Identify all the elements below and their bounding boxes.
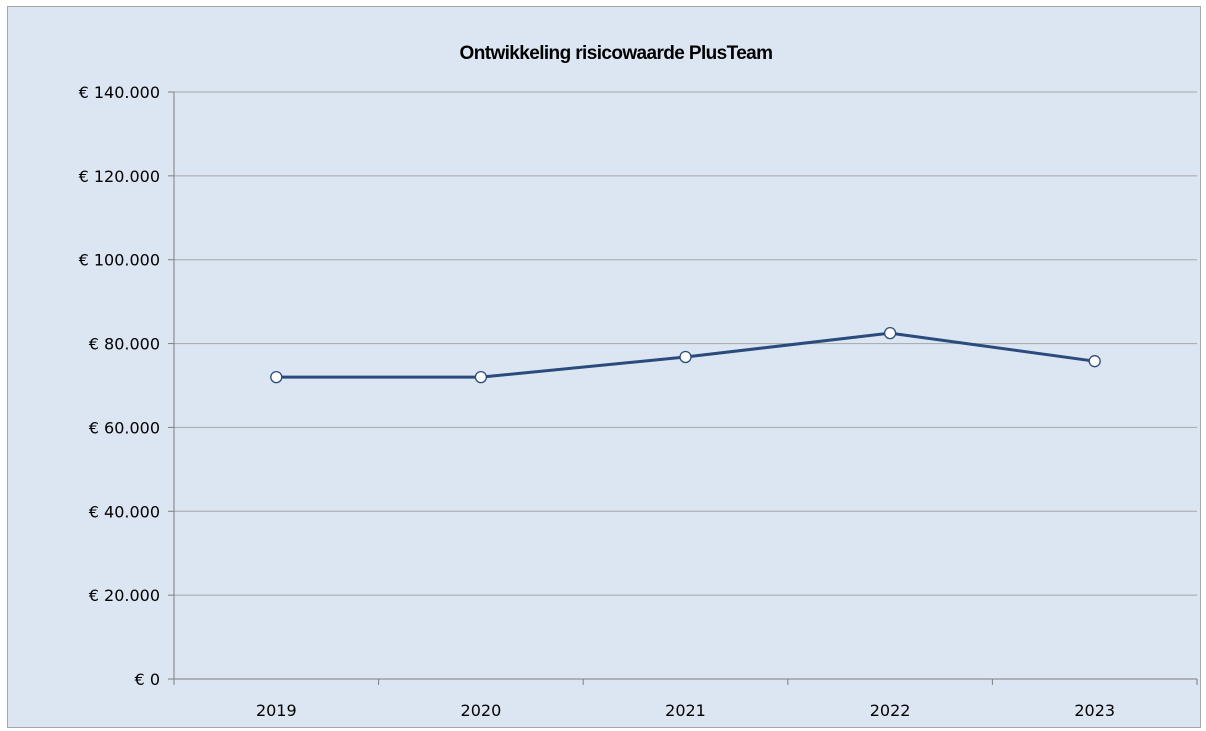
chart-title: Ontwikkeling risicowaarde PlusTeam	[460, 43, 773, 64]
y-tick-label: € 60.000	[89, 418, 160, 437]
y-tick-label: € 120.000	[79, 167, 160, 186]
x-tick-label: 2020	[461, 701, 502, 720]
chart-frame: Ontwikkeling risicowaarde PlusTeam € 0 € …	[7, 6, 1201, 728]
x-tick-labels: 2019 2020 2021 2022 2023	[256, 701, 1115, 720]
line-chart: Ontwikkeling risicowaarde PlusTeam € 0€ …	[79, 43, 1198, 720]
y-tick-labels: € 0 € 20.000 € 40.000 € 60.000 € 80.000 € 100…	[79, 83, 160, 689]
y-tick-label: € 0	[135, 670, 160, 689]
y-tick-label: € 80.000	[89, 335, 160, 354]
data-point	[474, 370, 488, 384]
data-point	[1088, 355, 1101, 368]
y-tick-label: € 40.000	[89, 502, 160, 521]
x-tick-label: 2019	[256, 701, 297, 720]
x-tick-label: 2021	[665, 701, 706, 720]
data-point	[883, 326, 897, 340]
data-point	[679, 350, 692, 364]
gridlines	[174, 91, 1197, 596]
data-point	[270, 370, 283, 384]
x-tick-label: 2023	[1074, 701, 1115, 720]
y-tick-label: € 20.000	[89, 586, 160, 605]
marker-layer	[270, 326, 1101, 384]
y-tick-label: € 140.000	[79, 83, 160, 102]
axes	[168, 91, 1198, 685]
y-tick-label: € 100.000	[79, 251, 160, 270]
x-tick-label: 2022	[870, 701, 911, 720]
